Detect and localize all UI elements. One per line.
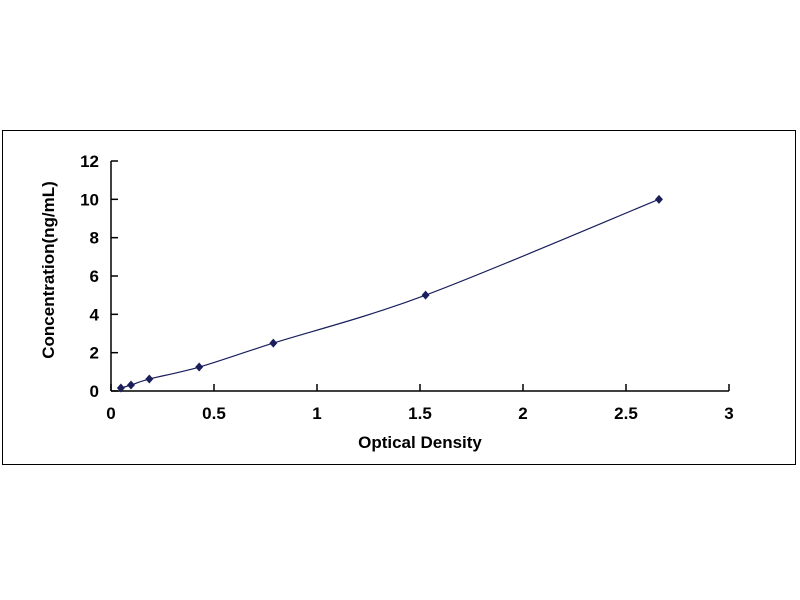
y-tick-label: 4 <box>90 305 100 324</box>
y-tick-label: 10 <box>80 190 99 209</box>
data-point <box>421 290 430 300</box>
x-tick-label: 2.5 <box>614 404 638 423</box>
y-tick-label: 12 <box>80 152 99 171</box>
x-tick-label: 1 <box>312 404 321 423</box>
x-tick-label: 2 <box>518 404 527 423</box>
x-tick-label: 0.5 <box>202 404 226 423</box>
series-line <box>120 198 660 389</box>
x-tick-label: 3 <box>724 404 733 423</box>
data-point <box>126 380 135 390</box>
y-tick-label: 0 <box>90 382 99 401</box>
y-axis-label: Concentration(ng/mL) <box>39 181 58 359</box>
data-point <box>654 194 663 204</box>
x-axis-label: Optical Density <box>358 433 482 452</box>
data-point <box>195 362 204 372</box>
y-tick-label: 2 <box>90 344 99 363</box>
y-ticks: 0 2 4 6 8 10 12 <box>80 152 118 401</box>
x-tick-label: 0 <box>106 404 115 423</box>
chart-frame <box>2 130 796 465</box>
data-point <box>116 383 125 393</box>
y-tick-label: 6 <box>90 267 99 286</box>
data-point <box>145 374 154 384</box>
axes <box>110 161 729 392</box>
data-point <box>269 338 278 348</box>
x-ticks: 0 0.5 1 1.5 2 2.5 3 <box>106 384 734 423</box>
data-points <box>116 194 663 393</box>
y-tick-label: 8 <box>90 229 99 248</box>
x-tick-label: 1.5 <box>408 404 432 423</box>
